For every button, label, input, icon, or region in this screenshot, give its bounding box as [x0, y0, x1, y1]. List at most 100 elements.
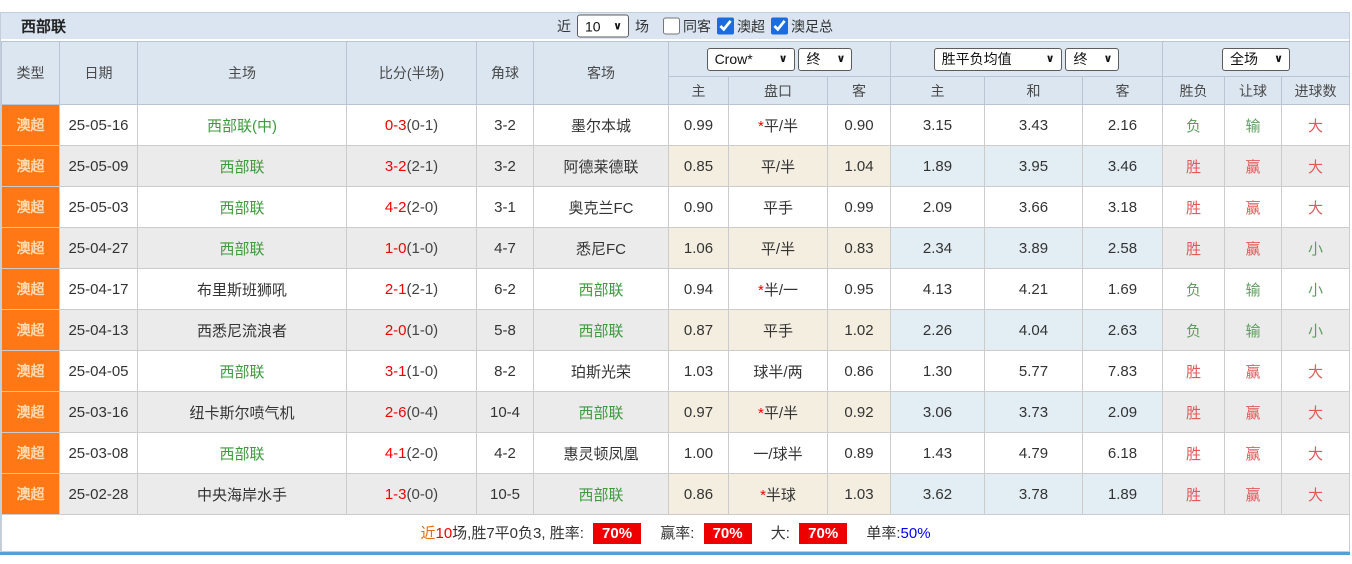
cell-handicap-result: 输: [1224, 309, 1283, 351]
cell-winlose-result: 负: [1162, 309, 1226, 351]
cell-score: 2-6(0-4): [346, 391, 477, 433]
match-history-panel: 西部联 近 10 场 同客 澳超 澳足总: [0, 12, 1351, 552]
ffa-cup-checkbox[interactable]: [771, 17, 788, 35]
cell-corner: 3-1: [476, 186, 534, 228]
cell-date: 25-02-28: [59, 473, 138, 515]
cell-handicap-away-odds: 0.92: [826, 391, 892, 433]
cell-away-team: 珀斯光荣: [533, 350, 669, 392]
cell-league: 澳超: [1, 227, 60, 269]
cell-date: 25-04-13: [59, 309, 138, 351]
cell-winlose-result: 胜: [1162, 432, 1226, 474]
cell-odds-away: 1.69: [1082, 268, 1164, 310]
cell-corner: 4-7: [476, 227, 534, 269]
col-header-corner: 角球: [476, 41, 534, 105]
cell-goals-result: 大: [1281, 350, 1351, 392]
cell-score: 0-3(0-1): [346, 104, 477, 146]
cell-odds-draw: 4.21: [984, 268, 1084, 310]
cell-league: 澳超: [1, 350, 60, 392]
cell-corner: 10-4: [476, 391, 534, 433]
cell-handicap-line: *半球: [728, 473, 828, 515]
cell-handicap-line: *平/半: [728, 104, 828, 146]
cell-goals-result: 小: [1281, 227, 1351, 269]
cell-handicap-result: 输: [1224, 104, 1283, 146]
bottom-divider: [0, 552, 1350, 555]
cell-home-team: 西部联: [137, 227, 347, 269]
match-row: 澳超 25-04-05 西部联 3-1(1-0) 8-2 珀斯光荣 1.03 球半/两 0.86…: [1, 350, 1351, 392]
cell-corner: 4-2: [476, 432, 534, 474]
sub-header-handicap-result: 让球: [1224, 76, 1283, 105]
cell-away-team: 西部联: [533, 309, 669, 351]
cell-away-team: 西部联: [533, 268, 669, 310]
sub-header-odds-away: 客: [1082, 76, 1164, 105]
cell-odds-draw: 4.04: [984, 309, 1084, 351]
title-bar: 西部联 近 10 场 同客 澳超 澳足总: [1, 13, 1349, 41]
cell-winlose-result: 胜: [1162, 350, 1226, 392]
cell-home-team: 西部联: [137, 432, 347, 474]
cell-corner: 3-2: [476, 145, 534, 187]
summary-cell: 近10场,胜7平0负3, 胜率: 70% 赢率: 70% 大: 70% 单率:5…: [0, 514, 1351, 552]
cell-league: 澳超: [1, 268, 60, 310]
ffa-cup-filter[interactable]: 澳足总: [771, 16, 833, 36]
cell-winlose-result: 胜: [1162, 145, 1226, 187]
cell-odds-draw: 3.89: [984, 227, 1084, 269]
result-group-header: 全场: [1162, 41, 1351, 77]
cell-handicap-home-odds: 1.00: [668, 432, 729, 474]
cell-winlose-result: 负: [1162, 268, 1226, 310]
same-away-checkbox[interactable]: [663, 17, 680, 35]
cell-home-team: 布里斯班狮吼: [137, 268, 347, 310]
handicap-company-select[interactable]: Crow*: [706, 47, 795, 71]
cell-score: 4-1(2-0): [346, 432, 477, 474]
cell-odds-home: 3.15: [890, 104, 986, 146]
col-header-type: 类型: [1, 41, 60, 105]
cell-goals-result: 小: [1281, 309, 1351, 351]
cell-away-team: 惠灵顿凤凰: [533, 432, 669, 474]
result-scope-select[interactable]: 全场: [1222, 47, 1291, 71]
cell-handicap-line: 平手: [728, 186, 828, 228]
col-header-score: 比分(半场): [346, 41, 477, 105]
cell-handicap-away-odds: 0.83: [826, 227, 892, 269]
cell-date: 25-03-16: [59, 391, 138, 433]
summary-near-label: 近: [420, 525, 436, 542]
cell-goals-result: 大: [1281, 473, 1351, 515]
cell-odds-away: 3.46: [1082, 145, 1164, 187]
cell-home-team: 纽卡斯尔喷气机: [137, 391, 347, 433]
cell-handicap-home-odds: 1.03: [668, 350, 729, 392]
cell-odds-home: 4.13: [890, 268, 986, 310]
sub-header-handicap-away: 客: [826, 76, 892, 105]
cell-league: 澳超: [1, 473, 60, 515]
ffa-cup-label: 澳足总: [791, 18, 833, 34]
near-count-select[interactable]: 10: [577, 14, 629, 38]
cell-corner: 8-2: [476, 350, 534, 392]
cell-handicap-away-odds: 1.04: [826, 145, 892, 187]
cell-away-team: 阿德莱德联: [533, 145, 669, 187]
cell-handicap-home-odds: 0.87: [668, 309, 729, 351]
handicap-state-select[interactable]: 终: [798, 47, 853, 71]
cell-home-team: 西部联(中): [137, 104, 347, 146]
cell-score: 4-2(2-0): [346, 186, 477, 228]
cell-handicap-home-odds: 0.90: [668, 186, 729, 228]
odds-company-select[interactable]: 胜平负均值: [933, 47, 1062, 71]
filter-bar: 近 10 场 同客 澳超 澳足总: [557, 14, 833, 38]
cell-handicap-line: *半/一: [728, 268, 828, 310]
cell-odds-draw: 3.73: [984, 391, 1084, 433]
cell-handicap-result: 赢: [1224, 145, 1283, 187]
cell-handicap-line: *平/半: [728, 391, 828, 433]
cell-corner: 5-8: [476, 309, 534, 351]
cell-goals-result: 大: [1281, 104, 1351, 146]
cell-handicap-result: 赢: [1224, 186, 1283, 228]
cell-handicap-home-odds: 1.06: [668, 227, 729, 269]
match-row: 澳超 25-05-16 西部联(中) 0-3(0-1) 3-2 墨尔本城 0.99 *平/半 0…: [1, 104, 1351, 146]
cell-handicap-result: 赢: [1224, 391, 1283, 433]
same-away-filter[interactable]: 同客: [663, 16, 711, 36]
a-league-checkbox[interactable]: [717, 17, 734, 35]
odds-state-select[interactable]: 终: [1065, 47, 1120, 71]
cell-away-team: 西部联: [533, 473, 669, 515]
cell-handicap-home-odds: 0.99: [668, 104, 729, 146]
cell-handicap-result: 赢: [1224, 432, 1283, 474]
cell-handicap-result: 赢: [1224, 473, 1283, 515]
cell-odds-away: 2.63: [1082, 309, 1164, 351]
cell-goals-result: 大: [1281, 186, 1351, 228]
cell-home-team: 西部联: [137, 186, 347, 228]
cell-odds-away: 7.83: [1082, 350, 1164, 392]
a-league-filter[interactable]: 澳超: [717, 16, 765, 36]
